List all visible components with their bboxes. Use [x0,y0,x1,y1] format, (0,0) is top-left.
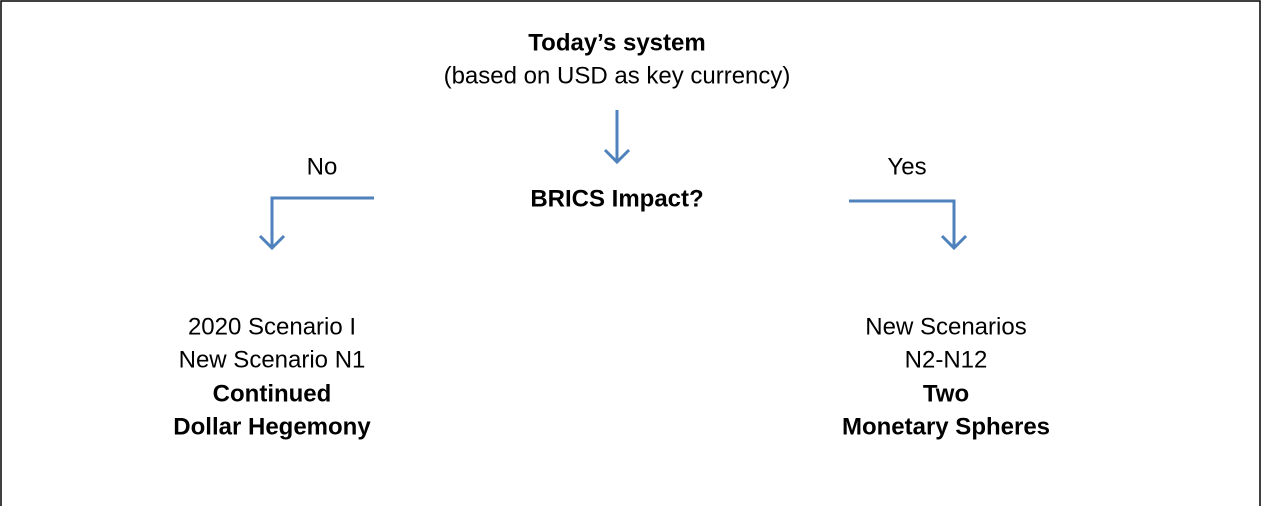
arrow-head [603,148,631,165]
subtitle: (based on USD as key currency) [444,62,791,89]
outcome-line: 2020 Scenario I [188,313,356,340]
outcome-bold: Two [923,380,969,407]
title: Today’s system [528,29,705,56]
arrow-no [270,196,374,248]
arrows [258,110,968,251]
outcome-line: New Scenarios [865,313,1026,340]
outcome-bold: Dollar Hegemony [173,413,371,440]
branch-label: Yes [887,153,926,180]
outcome-bold: Monetary Spheres [842,413,1050,440]
outcome-line: New Scenario N1 [179,346,366,373]
branch-label: No [307,153,338,180]
outcome-bold: Continued [213,380,332,407]
arrow-yes [849,199,956,248]
question: BRICS Impact? [530,185,703,212]
arrow-head [258,234,286,251]
outcome-line: N2-N12 [905,346,988,373]
arrow-head [940,234,968,251]
